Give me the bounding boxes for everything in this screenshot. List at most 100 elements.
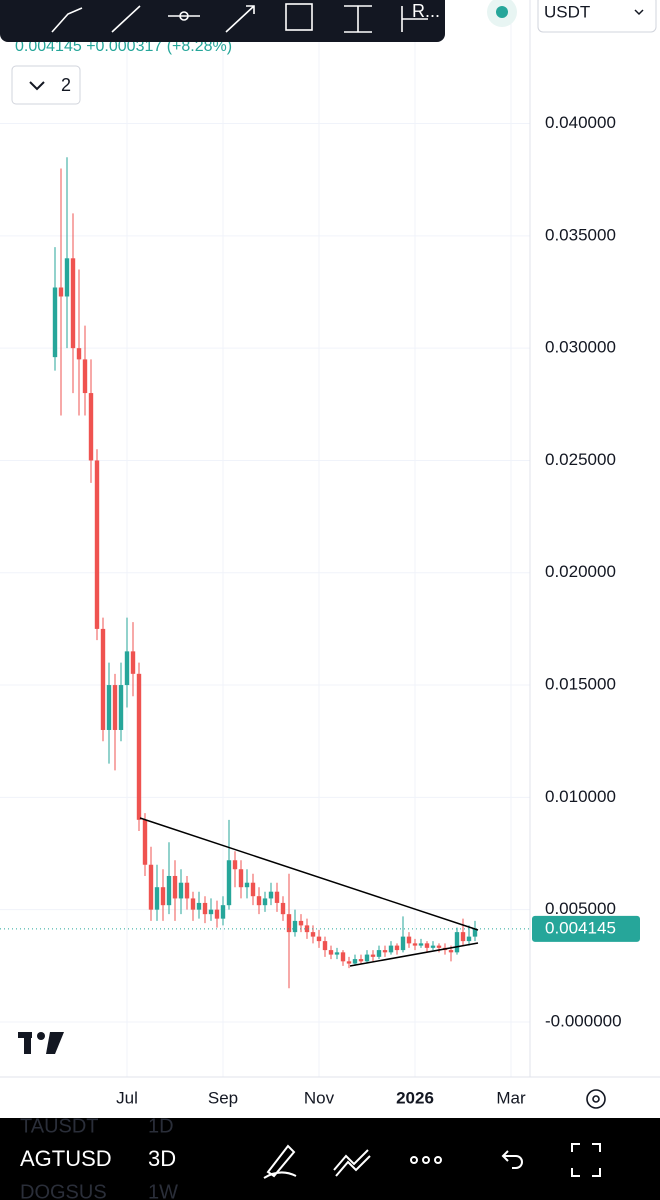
y-tick-label: 0.010000 [545, 787, 616, 806]
trend-lines [139, 817, 479, 967]
header-change-pct: (+8.28%) [167, 38, 232, 55]
symbol-option[interactable]: TAUSDT [20, 1115, 99, 1137]
tool-path[interactable] [51, 7, 83, 33]
candle-body [100, 628, 106, 730]
candle-body [340, 952, 346, 962]
indicator-count: 2 [61, 75, 71, 95]
candle-body [178, 882, 184, 899]
candle-body [382, 950, 388, 953]
tool-rectangle[interactable] [285, 3, 313, 31]
fullscreen-icon[interactable] [571, 1143, 601, 1177]
x-tick-label: Jul [116, 1088, 138, 1107]
candle-body [232, 860, 238, 870]
trend-line [349, 942, 479, 967]
candle-body [370, 954, 376, 957]
y-tick-label: 0.040000 [545, 113, 616, 132]
currency-caret [634, 9, 644, 16]
candle-body [358, 959, 364, 962]
candle-body [418, 943, 424, 946]
currency-label: USDT [544, 2, 590, 21]
trend-line [139, 817, 479, 931]
candle-body [352, 959, 358, 964]
candle-body [322, 941, 328, 951]
candle-body [118, 685, 124, 730]
tv-logo [18, 1032, 64, 1054]
tool-hline[interactable] [168, 11, 200, 21]
candle-body [64, 258, 70, 297]
candle-body [226, 860, 232, 906]
candle-body [298, 920, 304, 926]
tool-date-range[interactable] [401, 6, 428, 32]
candle-body [82, 359, 88, 394]
candle-body [148, 864, 154, 910]
candle-body [400, 936, 406, 951]
candle-body [334, 952, 340, 955]
candle-body [154, 887, 160, 910]
y-tick-label: 0.030000 [545, 338, 616, 357]
currency-box[interactable] [537, 0, 657, 33]
candle-body [268, 891, 274, 899]
interval-option[interactable]: 1D [148, 1115, 174, 1137]
last-price-label: 0.004145 [545, 918, 616, 937]
candle-body [388, 945, 394, 953]
indicator-toggle[interactable]: 2 [11, 65, 81, 105]
y-tick-label: -0.000000 [545, 1011, 622, 1030]
y-tick-label: 0.020000 [545, 562, 616, 581]
interval-selected[interactable]: 3D [148, 1146, 176, 1171]
tool-price-range[interactable] [344, 5, 372, 33]
header-price: 0.004145 [15, 38, 82, 55]
last-price-tag [532, 915, 640, 942]
tool-trendline[interactable] [111, 5, 141, 33]
candle-body [220, 905, 226, 919]
x-tick-label: 2026 [396, 1088, 434, 1107]
candle-body [286, 914, 292, 933]
more-dot[interactable] [434, 1156, 442, 1164]
drawing-toolbar: R... [0, 0, 445, 42]
candle-body [196, 902, 202, 910]
candle-body [136, 673, 142, 820]
more-dot[interactable] [410, 1156, 418, 1164]
candle-body [76, 348, 82, 360]
interval-option[interactable]: 1W [148, 1181, 178, 1200]
candle-body [250, 882, 256, 897]
logo-part [24, 1032, 31, 1054]
logo-part [46, 1032, 64, 1054]
candle-body [472, 928, 478, 937]
candle-body [430, 945, 436, 948]
candle-body [256, 896, 262, 906]
symbol-option[interactable]: DOGSUS [20, 1181, 107, 1200]
settings-gear[interactable] [586, 1089, 606, 1109]
candle-body [184, 882, 190, 899]
candle-body [292, 920, 298, 933]
candle-body [208, 909, 214, 915]
candle-body [328, 950, 334, 955]
undo-icon[interactable] [501, 1150, 523, 1169]
candle-body [412, 943, 418, 946]
indicator-box[interactable] [11, 65, 81, 105]
y-tick-label: 0.005000 [545, 899, 616, 918]
candle-body [424, 943, 430, 948]
tool-arrow[interactable] [225, 5, 255, 33]
settings-icon[interactable] [586, 1089, 606, 1109]
more-dot[interactable] [422, 1156, 430, 1164]
y-tick-label: 0.035000 [545, 225, 616, 244]
candle-body [274, 891, 280, 903]
candle-body [88, 393, 94, 461]
currency-select[interactable]: USDT [537, 0, 657, 33]
candle-body [244, 882, 250, 888]
x-tick-label: Nov [304, 1088, 335, 1107]
plot-area [0, 0, 530, 1077]
y-tick-label: 0.015000 [545, 675, 616, 694]
candle-body [310, 932, 316, 937]
symbol-selected[interactable]: AGTUSD [20, 1146, 112, 1171]
candle-body [142, 819, 148, 865]
tools-icon[interactable] [333, 1149, 371, 1177]
y-tick-label: 0.025000 [545, 450, 616, 469]
candle-body [124, 651, 130, 686]
candle-body [214, 909, 220, 919]
draw-icon[interactable] [263, 1144, 297, 1179]
bottom-bar: TAUSDT AGTUSD DOGSUS 1D 3D 1W [0, 1115, 660, 1200]
candle-body [262, 898, 268, 906]
candle-body [364, 954, 370, 962]
